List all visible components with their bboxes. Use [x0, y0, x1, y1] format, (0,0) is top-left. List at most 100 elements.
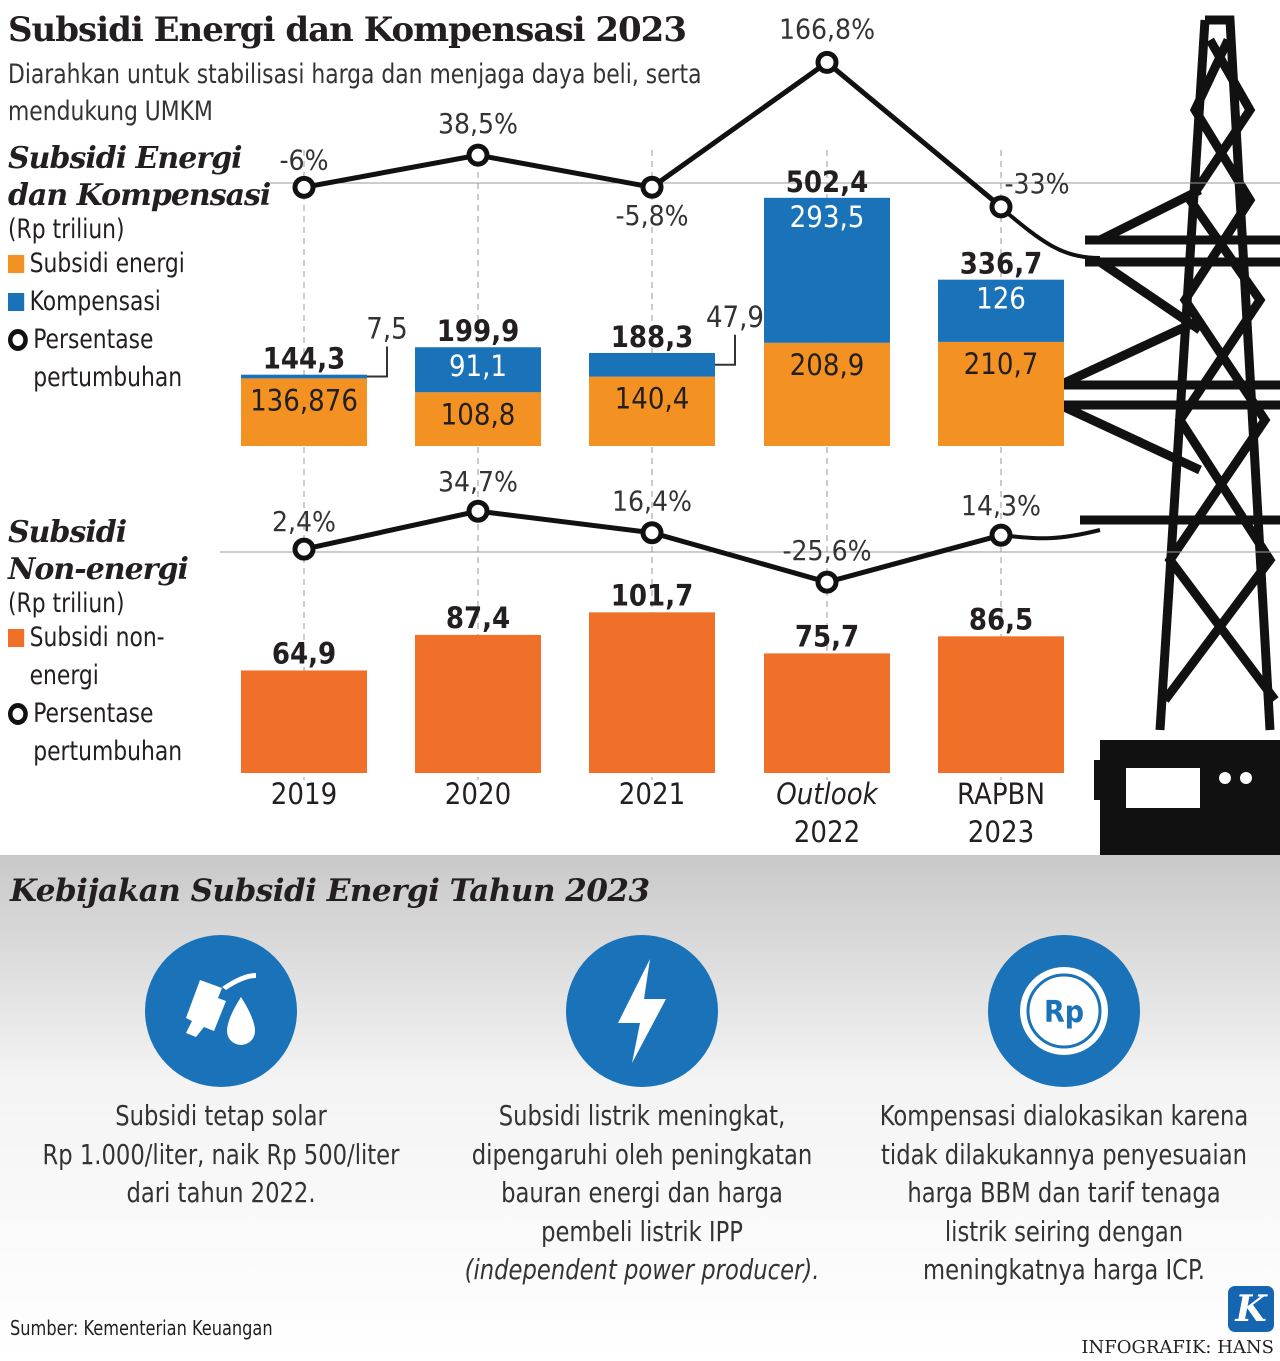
power-tower-illustration: [998, 15, 1280, 855]
nonenergy-value-label: 101,7: [611, 578, 694, 612]
nonenergy-value-label: 87,4: [446, 601, 510, 635]
bar-energy: [241, 378, 367, 446]
growth-point: [989, 523, 1013, 547]
growth-label: -25,6%: [782, 534, 871, 567]
growth-point: [292, 175, 316, 199]
legend-label-growth: Persentase pertumbuhan: [33, 698, 183, 767]
legend-swatch-nonenergy: [8, 629, 25, 647]
growth-label: -5,8%: [615, 199, 688, 232]
energy-section-title: Subsidi Energi: [8, 141, 243, 176]
legend-label-nonenergy: Subsidi non-energi: [29, 622, 165, 691]
bar-nonenergy: [415, 634, 541, 773]
energy-value-label: 108,8: [441, 397, 516, 431]
bar-energy: [415, 392, 541, 446]
growth-label: 38,5%: [438, 107, 518, 140]
growth-point: [292, 537, 316, 561]
growth-point: [989, 195, 1013, 219]
callout-line: [367, 346, 388, 378]
growth-label: 34,7%: [438, 465, 518, 498]
x-axis-label: 2020: [445, 777, 511, 811]
rupiah-text: Rp: [1044, 995, 1084, 1030]
desc-line: listrik seiring dengan: [944, 1214, 1184, 1248]
desc-line: tidak dilakukannya penyesuaian: [881, 1137, 1247, 1171]
energy-value-label: 136,876: [250, 383, 358, 417]
growth-point: [466, 499, 490, 523]
x-axis-label: 2019: [271, 777, 337, 811]
compensation-value-label: 91,1: [449, 349, 507, 383]
growth-label: 166,8%: [779, 12, 875, 45]
desc-line: Subsidi listrik meningkat,: [498, 1099, 786, 1132]
compensation-value-label: 7,5: [366, 312, 407, 346]
policy-desc-1: Subsidi tetap solar Rp 1.000/liter, naik…: [32, 1097, 410, 1213]
policy-title: Kebijakan Subsidi Energi Tahun 2023: [10, 873, 650, 909]
legend-swatch-compensation: [8, 293, 25, 311]
bar-compensation: [589, 352, 715, 377]
subtitle: Diarahkan untuk stabilisasi harga dan me…: [8, 59, 702, 127]
legend-ring-icon: [8, 329, 28, 351]
page-title: Subsidi Energi dan Kompensasi 2023: [8, 10, 687, 50]
growth-point: [466, 143, 490, 167]
credit: INFOGRAFIK: HANS: [1081, 1337, 1274, 1358]
desc-line: meningkatnya harga ICP.: [923, 1253, 1205, 1286]
desc-line: Subsidi tetap solar: [115, 1099, 327, 1132]
growth-label: 2,4%: [272, 505, 336, 538]
fuel-pump-drop-icon: [145, 935, 297, 1087]
growth-point: [640, 521, 664, 545]
policy-desc-3: Kompensasi dialokasikan karena tidak dil…: [875, 1097, 1253, 1290]
rupiah-coin-icon: Rp: [988, 935, 1140, 1087]
growth-label: -33%: [1004, 167, 1069, 200]
growth-point: [815, 570, 839, 594]
x-axis-label: 2023: [968, 815, 1034, 849]
energy-value-label: 208,9: [790, 348, 865, 382]
nonenergy-unit: (Rp triliun): [8, 588, 125, 619]
x-axis-label: RAPBN: [957, 777, 1045, 811]
bar-compensation: [241, 374, 367, 379]
bar-energy: [938, 341, 1064, 446]
lightning-icon: [566, 935, 718, 1087]
kompas-logo: K: [1228, 1286, 1274, 1332]
compensation-value-label: 293,5: [790, 200, 865, 234]
legend-ring-icon: [8, 703, 28, 725]
desc-line: Rp 1.000/liter, naik Rp 500/liter: [42, 1137, 400, 1171]
x-axis-label: 2022: [794, 815, 860, 849]
nonenergy-value-label: 64,9: [272, 636, 336, 670]
desc-line: pembeli listrik IPP: [541, 1214, 743, 1248]
bar-compensation: [938, 279, 1064, 342]
nonenergy-section-title-2: Non-energi: [8, 552, 189, 587]
desc-line: Kompensasi dialokasikan karena: [879, 1099, 1249, 1132]
energy-value-label: 140,4: [615, 382, 690, 416]
energy-value-label: 210,7: [964, 347, 1039, 381]
legend-label-growth: Persentase pertumbuhan: [33, 324, 183, 393]
compensation-value-label: 126: [976, 282, 1026, 316]
growth-label: 14,3%: [961, 489, 1041, 522]
legend-swatch-energy: [8, 255, 25, 273]
policy-desc-2: Subsidi listrik meningkat, dipengaruhi o…: [453, 1097, 831, 1290]
source-note: Sumber: Kementerian Keuangan: [10, 1316, 273, 1340]
legend-label-compensation: Kompensasi: [29, 286, 161, 317]
x-axis-label: 2021: [619, 777, 685, 811]
nonenergy-value-label: 86,5: [969, 602, 1033, 636]
total-value-label: 336,7: [960, 247, 1043, 281]
desc-line: dari tahun 2022.: [126, 1176, 316, 1209]
total-value-label: 144,3: [263, 342, 346, 376]
x-axis-label: Outlook: [776, 777, 878, 811]
bar-nonenergy: [241, 670, 367, 773]
growth-label: 16,4%: [612, 485, 692, 518]
nonenergy-legend: Subsidi Non-energi (Rp triliun) Subsidi …: [8, 514, 238, 771]
energy-legend: Subsidi Energi dan Kompensasi (Rp triliu…: [8, 140, 271, 397]
energy-unit: (Rp triliun): [8, 214, 125, 245]
bar-energy: [764, 342, 890, 446]
desc-line: (independent power producer).: [464, 1253, 820, 1286]
bar-nonenergy: [764, 653, 890, 773]
bar-compensation: [764, 197, 890, 343]
bar-nonenergy: [589, 612, 715, 773]
nonenergy-section-title: Subsidi: [8, 515, 127, 550]
total-value-label: 502,4: [786, 165, 869, 199]
bar-nonenergy: [938, 636, 1064, 773]
desc-line: harga BBM dan tarif tenaga: [907, 1176, 1221, 1209]
energy-section-title-2: dan Kompensasi: [8, 178, 271, 213]
total-value-label: 188,3: [611, 320, 694, 354]
callout-line: [715, 334, 736, 366]
compensation-value-label: 47,9: [706, 300, 764, 334]
